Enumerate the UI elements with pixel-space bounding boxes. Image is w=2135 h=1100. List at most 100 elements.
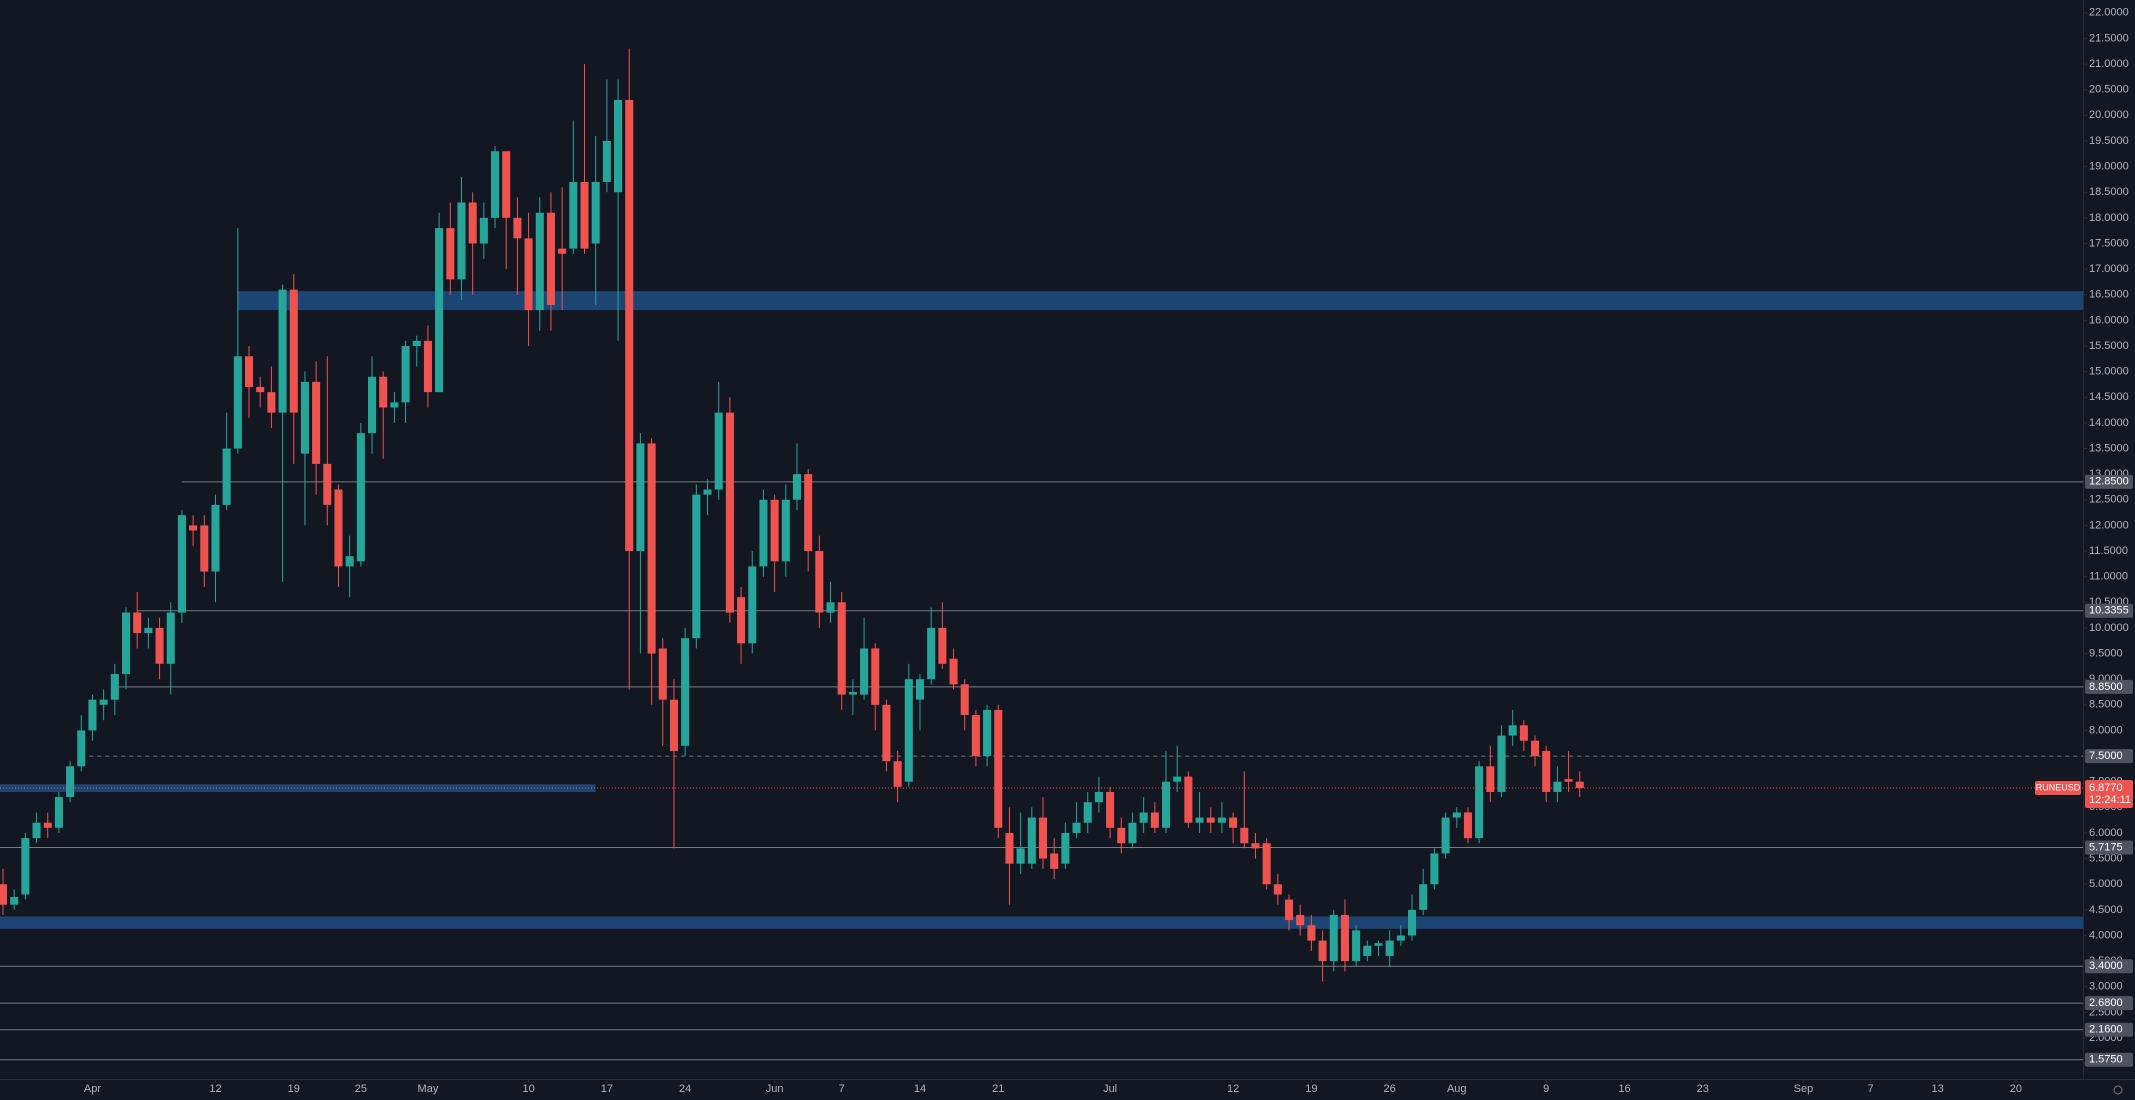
candle-body <box>189 525 198 531</box>
candle-body <box>1441 817 1450 854</box>
candle-body <box>323 463 332 505</box>
level-label: 1.5750 <box>2089 1054 2123 1066</box>
level-label-box <box>2085 679 2133 694</box>
y-tick-label: 14.0000 <box>2089 417 2129 429</box>
candle-body <box>1352 930 1361 962</box>
candle-body <box>345 556 354 567</box>
candle-body <box>0 884 8 905</box>
candle-body <box>1284 899 1294 921</box>
candle-body <box>602 140 611 182</box>
y-tick-label: 19.0000 <box>2089 160 2129 172</box>
candle-body <box>569 181 578 249</box>
candle-body <box>636 443 645 552</box>
candle-body <box>1296 914 1305 926</box>
y-tick-label: 5.0000 <box>2089 878 2123 890</box>
candle-body <box>1150 812 1159 828</box>
candle-body <box>1262 843 1271 885</box>
candle-body <box>1251 843 1260 849</box>
candle-body <box>356 433 365 562</box>
candle-body <box>54 797 63 828</box>
y-tick-label: 21.0000 <box>2089 58 2129 70</box>
candle-body <box>1027 817 1036 864</box>
candle-body <box>166 612 175 664</box>
candle-body <box>681 638 690 746</box>
candle-body <box>1575 781 1584 789</box>
settings-icon[interactable] <box>2113 1085 2123 1095</box>
candle-body <box>535 212 544 311</box>
candle-body <box>658 648 667 700</box>
candle-body <box>580 181 589 249</box>
candle-body <box>1519 725 1528 741</box>
candle-body <box>904 679 913 782</box>
y-tick-label: 12.0000 <box>2089 519 2129 531</box>
x-tick-label: Jul <box>1103 1083 1117 1095</box>
x-tick-label: 20 <box>2010 1083 2022 1095</box>
candle-body <box>1463 812 1472 839</box>
candle-body <box>1195 817 1204 823</box>
x-tick-label: 21 <box>992 1083 1004 1095</box>
candle-body <box>379 376 388 408</box>
last-price-box <box>2085 780 2133 809</box>
y-tick-label: 11.0000 <box>2089 571 2128 583</box>
countdown-label: 12:24:11 <box>2089 794 2131 806</box>
candle-body <box>1206 817 1215 823</box>
candle-body <box>938 627 947 664</box>
candle-body <box>625 99 634 552</box>
level-label: 7.5000 <box>2089 750 2123 762</box>
candle-body <box>502 151 511 218</box>
candle-body <box>1161 781 1171 828</box>
candle-body <box>177 515 186 613</box>
y-tick-label: 6.0000 <box>2089 827 2123 839</box>
x-tick-label: 24 <box>679 1083 691 1095</box>
level-label: 2.6800 <box>2089 997 2123 1009</box>
candle-body <box>770 499 779 562</box>
candle-body <box>390 402 399 408</box>
x-tick-label: 9 <box>1543 1083 1549 1095</box>
zone <box>0 916 2083 929</box>
candle-body <box>1318 940 1327 962</box>
candle-body <box>1217 817 1226 823</box>
candle-body <box>524 238 533 311</box>
candle-body <box>435 228 444 393</box>
candle-body <box>1385 940 1394 956</box>
candle-body <box>1564 779 1573 782</box>
candle-body <box>1038 817 1048 859</box>
candle-body <box>647 443 656 654</box>
y-tick-label: 17.5000 <box>2089 237 2129 249</box>
candle-body <box>43 822 52 828</box>
candle-body <box>1229 817 1238 828</box>
x-tick-label: Apr <box>84 1083 101 1095</box>
candle-body <box>77 730 86 767</box>
candle-body <box>1173 776 1182 782</box>
candle-body <box>882 704 891 762</box>
candle-body <box>1329 914 1338 962</box>
x-tick-label: 7 <box>1867 1083 1873 1095</box>
candle-body <box>1452 812 1461 818</box>
candle-body <box>893 761 902 787</box>
x-tick-label: Aug <box>1447 1083 1467 1095</box>
candle-body <box>714 412 723 490</box>
candle-body <box>669 699 678 751</box>
y-tick-label: 3.0000 <box>2089 981 2123 993</box>
candle-body <box>804 474 813 552</box>
candle-body <box>1475 766 1484 839</box>
candle-body <box>1531 740 1540 757</box>
y-tick-label: 12.5000 <box>2089 494 2129 506</box>
candle-body <box>133 612 142 634</box>
candle-body <box>491 151 500 218</box>
candle-body <box>267 392 276 413</box>
candle-body <box>1486 766 1495 792</box>
candle-body <box>256 387 265 393</box>
candle-body <box>1553 781 1562 792</box>
candle-body <box>1340 914 1349 962</box>
candle-body <box>826 602 835 613</box>
x-tick-label: 17 <box>601 1083 613 1095</box>
x-tick-label: 19 <box>1305 1083 1317 1095</box>
candle-body <box>1184 776 1193 823</box>
x-tick-label: 10 <box>522 1083 534 1095</box>
candle-body <box>781 499 790 562</box>
x-tick-label: May <box>418 1083 439 1095</box>
candle-body <box>558 248 567 254</box>
candle-body <box>792 474 802 500</box>
